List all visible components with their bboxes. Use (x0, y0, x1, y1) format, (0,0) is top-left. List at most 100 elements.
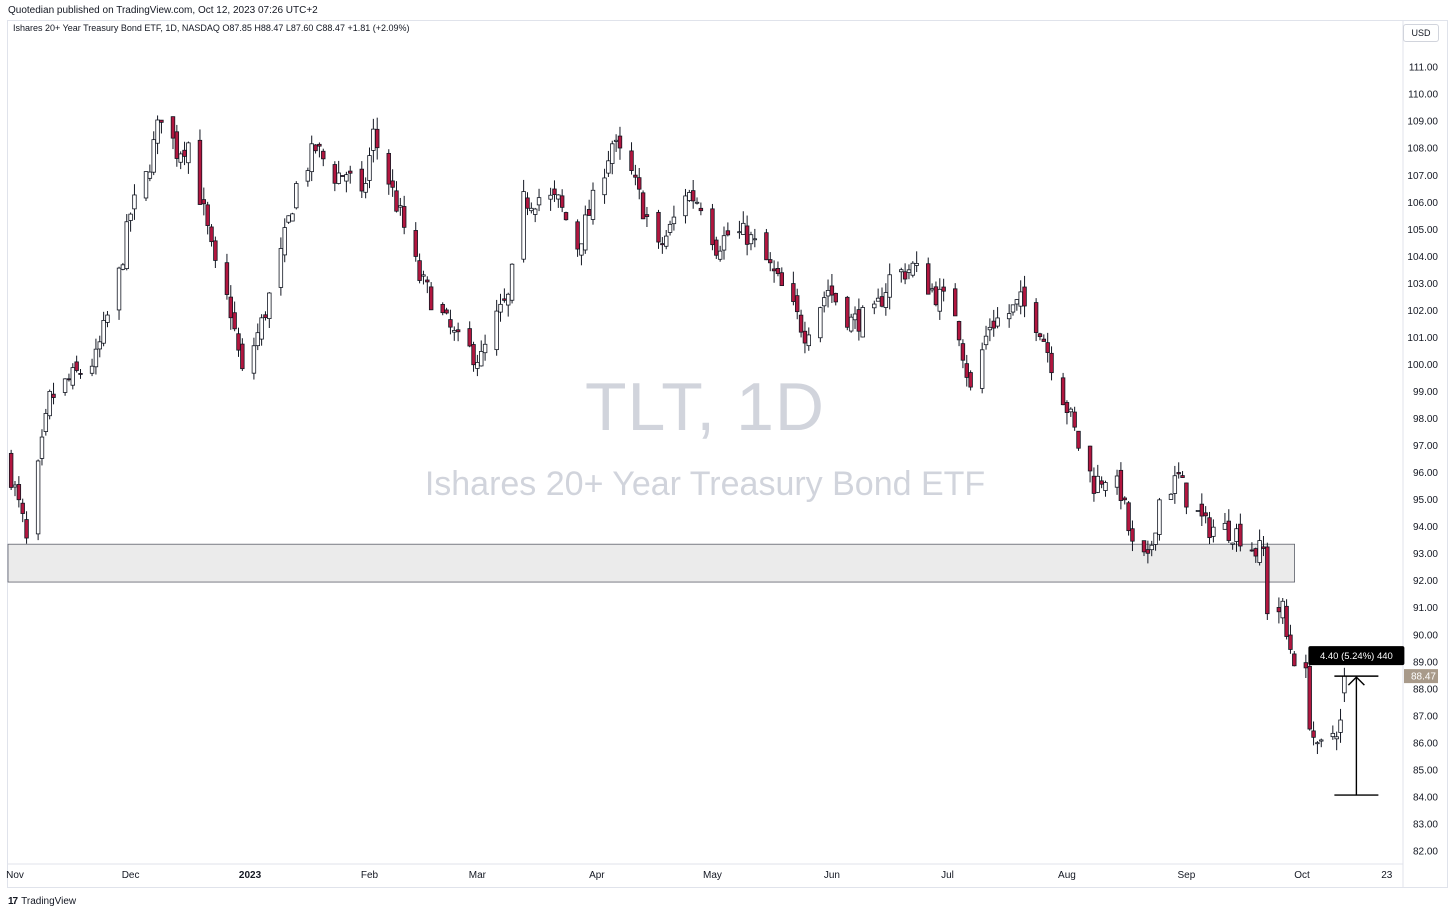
candle-down (1261, 546, 1266, 549)
y-tick-label: 86.00 (1413, 738, 1438, 749)
candle-down (617, 135, 623, 149)
candle-up (147, 171, 153, 179)
x-tick-label: 23 (1381, 870, 1393, 881)
candle-down (656, 211, 661, 243)
candle-up (1315, 742, 1320, 745)
candle-down (525, 197, 530, 209)
candle-down (425, 279, 430, 283)
candle-up (255, 332, 260, 347)
candle-up (983, 335, 989, 346)
candle-down (236, 333, 241, 351)
y-tick-label: 97.00 (1413, 441, 1438, 452)
candle-down (991, 320, 996, 329)
x-tick-label: Aug (1058, 870, 1076, 881)
candle-down (448, 319, 453, 328)
x-tick-label: Jul (941, 870, 954, 881)
candle-up (62, 378, 68, 393)
candle-down (1226, 520, 1231, 541)
candle-up (1168, 493, 1174, 500)
candle-down (417, 260, 422, 281)
candle-down (502, 298, 507, 301)
x-tick-label: Oct (1294, 870, 1310, 881)
candle-down (51, 393, 56, 398)
symbol-legend: Ishares 20+ Year Treasury Bond ETF, 1D, … (13, 23, 410, 33)
candle-up (1338, 719, 1343, 733)
candle-up (251, 345, 257, 374)
candle-down (174, 131, 180, 159)
candle-down (16, 484, 22, 501)
candle-up (910, 262, 916, 276)
candle-up (602, 177, 607, 196)
candle-up (1319, 739, 1324, 742)
candle-up (694, 201, 700, 204)
candle-down (228, 296, 233, 319)
candle-up (860, 307, 865, 338)
currency-button[interactable]: USD (1403, 24, 1439, 42)
candle-up (452, 330, 457, 333)
y-tick-label: 99.00 (1413, 387, 1438, 398)
candle-up (89, 365, 95, 374)
candle-up (529, 207, 534, 212)
candle-down (933, 286, 939, 306)
candle-up (132, 194, 137, 210)
candle-up (39, 436, 45, 459)
candle-down (467, 328, 472, 347)
candle-up (282, 227, 287, 256)
y-tick-label: 108.00 (1407, 144, 1438, 155)
candle-down (8, 452, 14, 488)
candle-down (775, 268, 781, 275)
candle-down (1049, 352, 1054, 374)
candle-down (798, 314, 804, 333)
candle-up (398, 205, 403, 208)
candle-down (1276, 607, 1282, 613)
candle-down (660, 243, 665, 246)
candle-down (394, 190, 399, 212)
candle-up (741, 222, 746, 235)
y-tick-label: 103.00 (1407, 279, 1438, 290)
candle-down (263, 314, 268, 319)
candle-down (926, 263, 931, 295)
candle-up (43, 413, 49, 432)
candle-down (390, 180, 395, 188)
candle-down (232, 312, 237, 330)
y-tick-label: 91.00 (1413, 603, 1438, 614)
candle-down (1033, 302, 1039, 333)
candle-down (714, 239, 719, 256)
candle-up (1010, 304, 1016, 313)
x-tick-label: Feb (361, 870, 379, 881)
candle-down (956, 321, 962, 341)
candle-up (883, 292, 889, 308)
candle-down (20, 502, 25, 514)
y-tick-label: 84.00 (1413, 792, 1438, 803)
candle-down (197, 139, 203, 205)
candle-up (482, 343, 488, 354)
candle-up (613, 139, 619, 142)
candle-up (606, 160, 611, 174)
candle-up (556, 194, 561, 200)
candle-down (1249, 549, 1255, 552)
y-tick-label: 89.00 (1413, 657, 1438, 668)
candle-up (579, 243, 584, 256)
y-tick-label: 85.00 (1413, 765, 1438, 776)
candle-up (1330, 732, 1336, 738)
candle-down (401, 206, 407, 228)
x-tick-label: Nov (6, 870, 24, 881)
candle-down (1087, 445, 1093, 472)
tradingview-footer[interactable]: 17 TradingView (8, 893, 76, 909)
candle-down (455, 329, 461, 333)
candle-up (1095, 475, 1100, 493)
measure-arrow (1347, 676, 1365, 686)
candle-up (363, 183, 368, 193)
candle-down (629, 150, 634, 171)
candle-down (74, 361, 79, 371)
y-tick-label: 100.00 (1407, 360, 1438, 371)
candle-up (278, 248, 284, 288)
candle-down (1126, 502, 1131, 532)
candle-up (1114, 475, 1120, 488)
candle-up (93, 348, 99, 368)
candle-down (833, 292, 838, 303)
candle-up (309, 143, 314, 173)
candle-up (1257, 540, 1262, 563)
candle-down (1064, 402, 1070, 413)
